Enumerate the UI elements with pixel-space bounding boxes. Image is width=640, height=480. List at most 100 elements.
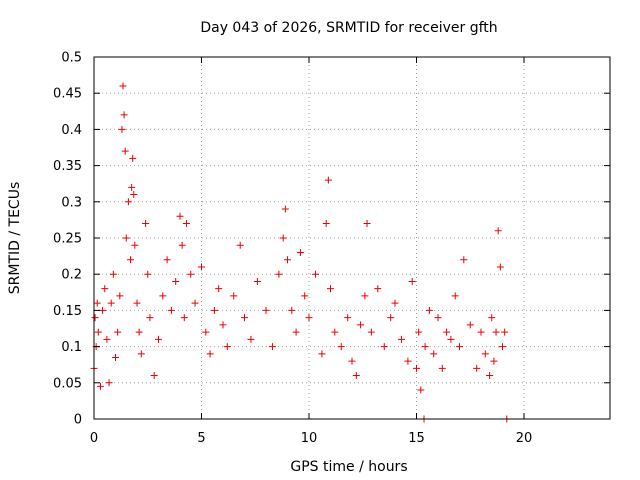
data-point [488, 314, 496, 322]
data-point [206, 350, 214, 358]
data-point [180, 314, 188, 322]
data-point [417, 386, 425, 394]
data-point [357, 321, 365, 329]
plot-frame [93, 56, 611, 420]
data-point [159, 292, 167, 300]
data-point [473, 364, 481, 372]
data-point [492, 328, 500, 336]
x-axis-label: GPS time / hours [290, 459, 407, 475]
data-point [191, 299, 199, 307]
y-tick-label: 0.2 [61, 268, 82, 283]
data-point [344, 314, 352, 322]
data-point [114, 328, 122, 336]
data-point [318, 350, 326, 358]
data-point [119, 82, 127, 90]
y-tick-label: 0.35 [53, 159, 82, 174]
data-point [499, 343, 506, 351]
data-point [430, 350, 438, 358]
data-point [163, 256, 171, 264]
data-point [105, 379, 113, 387]
data-point [236, 241, 244, 249]
data-point [124, 198, 132, 206]
data-point [268, 343, 276, 351]
data-point [167, 306, 175, 314]
data-point [415, 328, 423, 336]
data-point [451, 292, 459, 300]
x-tick-label: 5 [197, 431, 205, 446]
data-point [311, 270, 319, 278]
data-point [127, 256, 135, 264]
data-point [352, 372, 360, 380]
data-point [121, 147, 129, 155]
data-point [198, 263, 205, 271]
data-point [262, 306, 270, 314]
data-point [146, 314, 154, 322]
y-tick-label: 0.45 [53, 87, 82, 102]
data-point [99, 306, 107, 314]
data-point [397, 335, 405, 343]
x-tick-label: 20 [516, 431, 533, 446]
data-point [363, 220, 371, 228]
data-point [91, 314, 99, 322]
data-point [496, 263, 504, 271]
data-point [247, 335, 255, 343]
data-point [215, 285, 223, 293]
data-point [150, 372, 158, 380]
data-point [109, 270, 117, 278]
data-point [447, 335, 455, 343]
grid-lines [94, 57, 610, 419]
data-point [116, 292, 124, 300]
data-point [305, 314, 313, 322]
data-point [421, 343, 429, 351]
data-point [107, 299, 115, 307]
data-point [230, 292, 238, 300]
data-point [361, 292, 369, 300]
data-point [176, 212, 184, 220]
data-point [367, 328, 375, 336]
data-point [129, 154, 137, 162]
x-tick-labels: 0 5 10 15 20 [90, 431, 532, 446]
data-point [94, 328, 102, 336]
data-point [128, 183, 136, 191]
data-point [118, 125, 126, 133]
y-tick-label: 0.1 [61, 340, 82, 355]
y-tick-label: 0.3 [61, 195, 82, 210]
data-point [466, 321, 474, 329]
data-point [404, 357, 412, 365]
data-point [120, 111, 128, 119]
data-point [275, 270, 283, 278]
data-point [486, 372, 494, 380]
data-point [253, 277, 261, 285]
data-point [456, 343, 463, 351]
y-tick-label: 0.25 [53, 232, 82, 247]
data-points [90, 82, 511, 423]
data-point [93, 299, 101, 307]
data-point [374, 285, 382, 293]
data-point [133, 299, 141, 307]
y-axis-label: SRMTID / TECUs [7, 182, 23, 295]
data-point [112, 353, 119, 361]
x-tick-label: 15 [408, 431, 425, 446]
data-point [438, 364, 446, 372]
data-point [288, 306, 296, 314]
data-point [103, 335, 111, 343]
data-point [178, 241, 186, 249]
data-point [443, 328, 451, 336]
data-point [130, 191, 138, 199]
y-tick-label: 0.15 [53, 304, 82, 319]
data-point [348, 357, 356, 365]
chart-title: Day 043 of 2026, SRMTID for receiver gft… [200, 20, 497, 36]
axis-ticks [93, 56, 610, 420]
data-point [219, 321, 227, 329]
data-point [187, 270, 195, 278]
data-point [279, 234, 287, 242]
y-tick-label: 0 [74, 413, 82, 428]
y-tick-label: 0.5 [61, 51, 82, 66]
data-point [322, 220, 330, 228]
data-point [296, 248, 304, 256]
data-point [413, 364, 420, 372]
y-tick-label: 0.05 [53, 376, 82, 391]
data-point [292, 328, 300, 336]
data-point [301, 292, 309, 300]
